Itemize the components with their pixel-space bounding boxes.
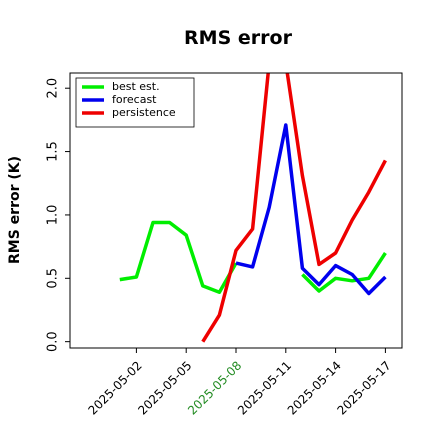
chart-title: RMS error — [184, 27, 293, 49]
y-tick-label: 0.0 — [46, 331, 61, 352]
series-line-best-est- — [119, 220, 387, 294]
y-tick-label: 0.5 — [46, 268, 61, 289]
legend-label: best est. — [112, 80, 160, 93]
y-axis-label: RMS error (K) — [7, 156, 23, 264]
y-tick-label: 2.0 — [46, 78, 61, 99]
series-line-forecast — [235, 123, 387, 296]
y-tick-label: 1.5 — [46, 141, 61, 162]
series-line-persistence — [201, 73, 387, 343]
y-axis: 0.0 0.5 1.0 1.5 2.0 — [46, 78, 70, 352]
legend-label: persistence — [112, 106, 176, 119]
y-tick-label: 1.0 — [46, 205, 61, 226]
series-layer — [119, 73, 387, 343]
legend-label: forecast — [112, 93, 157, 106]
